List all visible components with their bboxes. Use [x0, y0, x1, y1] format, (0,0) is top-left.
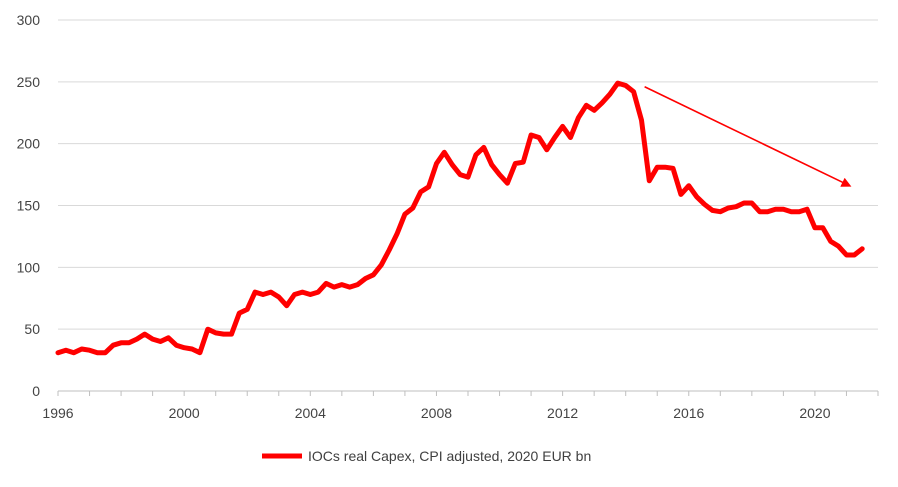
x-axis-ticks: 1996 2000 2004 2008 2012 2016 2020 [42, 391, 879, 421]
gridlines [58, 19, 878, 330]
legend: IOCs real Capex, CPI adjusted, 2020 EUR … [262, 448, 591, 464]
y-tick-label-100: 100 [17, 259, 41, 275]
y-tick-label-150: 150 [17, 198, 41, 214]
y-tick-label-0: 0 [32, 383, 40, 399]
x-tick-label-2016: 2016 [673, 405, 704, 421]
series-line-0 [55, 80, 865, 356]
series-layer [55, 80, 865, 356]
y-axis-ticks: 0 50 100 150 200 250 300 [17, 12, 41, 399]
y-tick-label-200: 200 [17, 136, 41, 152]
y-tick-label-50: 50 [24, 321, 40, 337]
y-tick-label-250: 250 [17, 74, 41, 90]
trend-arrow [644, 86, 852, 187]
legend-label: IOCs real Capex, CPI adjusted, 2020 EUR … [308, 448, 591, 464]
x-tick-label-2004: 2004 [295, 405, 326, 421]
x-tick-label-2008: 2008 [421, 405, 452, 421]
x-tick-label-1996: 1996 [42, 405, 73, 421]
x-tick-label-2012: 2012 [547, 405, 578, 421]
y-tick-label-300: 300 [17, 12, 41, 28]
annotations [644, 86, 852, 187]
x-tick-label-2000: 2000 [169, 405, 200, 421]
x-tick-label-2020: 2020 [799, 405, 830, 421]
